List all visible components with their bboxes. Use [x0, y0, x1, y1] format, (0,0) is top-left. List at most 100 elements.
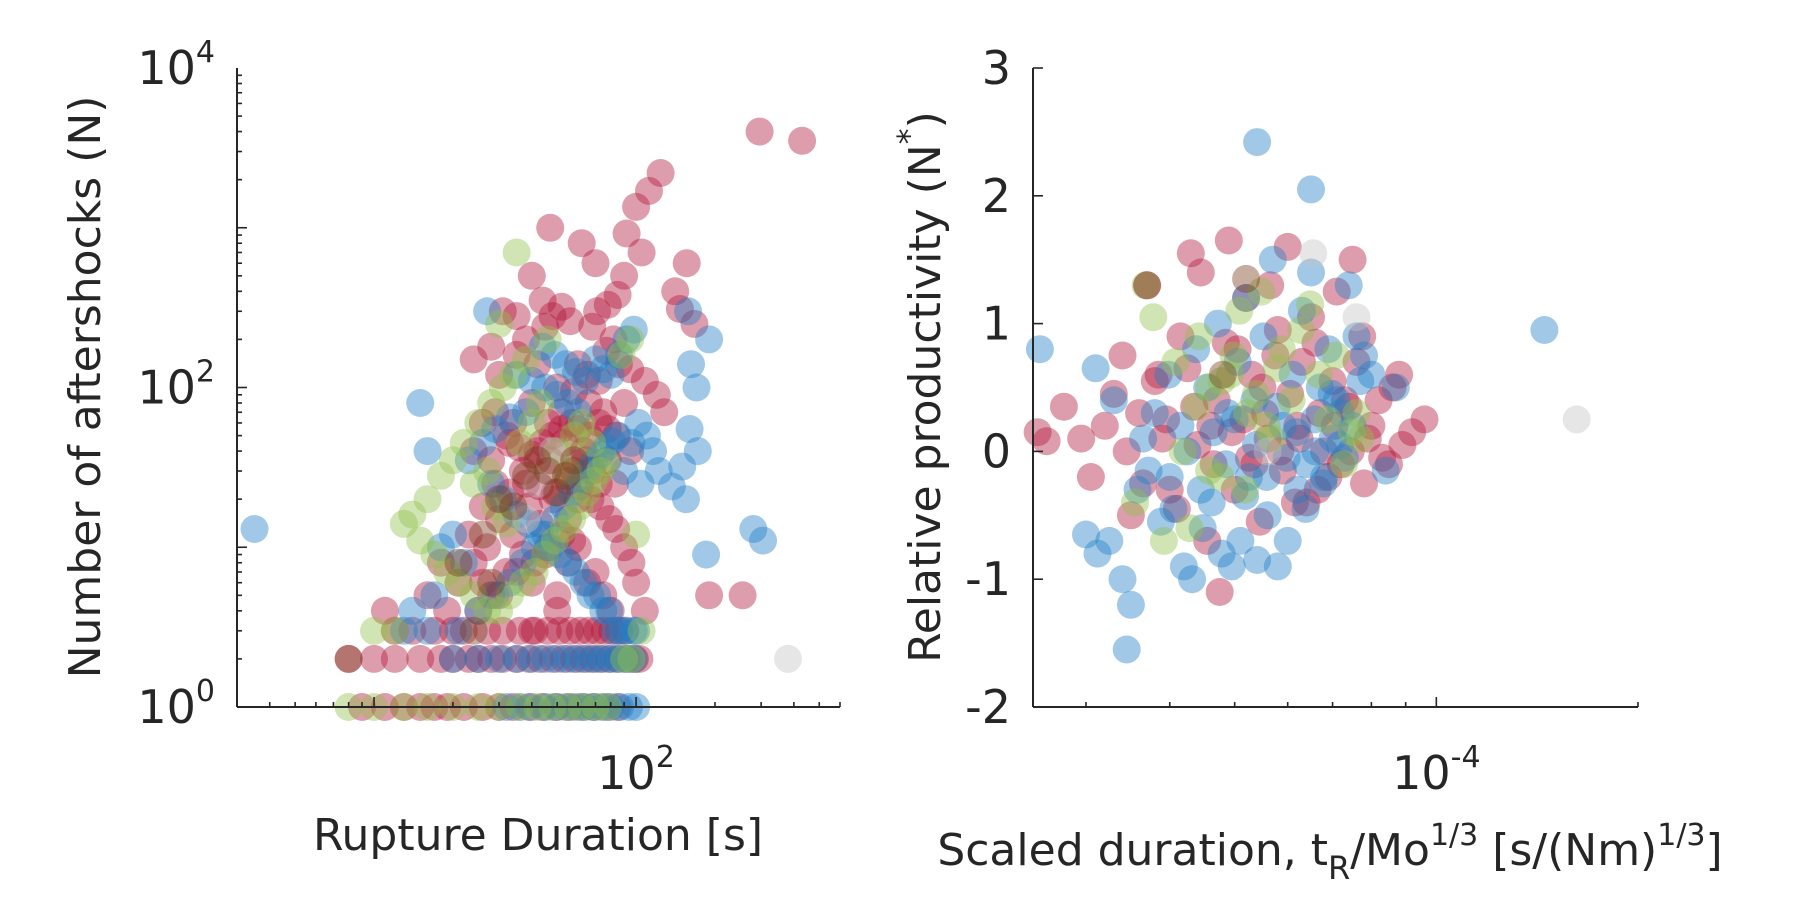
left-point-red: [528, 286, 557, 315]
left-point-blue: [611, 616, 640, 645]
right-point-blue: [1232, 284, 1261, 312]
left-point-blue: [477, 469, 506, 498]
left-point-red: [502, 644, 531, 673]
right-point-blue: [1322, 386, 1351, 415]
right-point-red: [1261, 341, 1290, 370]
right-point-red: [1322, 277, 1351, 306]
right-point-grey: [1299, 239, 1328, 268]
left-point-red: [581, 558, 610, 586]
right-point-blue: [1371, 456, 1400, 485]
left-point-red: [563, 485, 592, 514]
right-point-blue: [1268, 411, 1297, 440]
right-point-grey: [1253, 437, 1282, 466]
right-point-red: [1205, 578, 1234, 606]
right-point-blue: [1287, 296, 1316, 325]
left-point-red: [583, 616, 612, 645]
left-point-green: [586, 457, 615, 485]
right-point-blue: [1350, 341, 1378, 370]
left-point-red: [360, 644, 388, 673]
right-point-green: [1242, 379, 1270, 408]
left-point-red: [514, 492, 543, 521]
right-point-red: [1129, 469, 1158, 498]
right-point-blue: [1346, 367, 1375, 396]
left-point-red: [492, 558, 521, 586]
left-point-red: [560, 644, 589, 673]
left-point-red: [610, 389, 639, 417]
right-point-red: [1183, 431, 1212, 459]
right-point-red: [1301, 328, 1330, 357]
right-point-red: [1186, 258, 1215, 287]
right-point-red: [1251, 399, 1279, 428]
left-point-red: [672, 249, 701, 278]
left-point-blue: [624, 408, 653, 437]
left-point-red: [576, 485, 605, 514]
right-y-tick-label: 1: [982, 297, 1011, 351]
left-point-blue: [528, 332, 557, 361]
left-point-green: [459, 469, 488, 498]
left-point-blue: [481, 415, 510, 443]
right-point-red: [1196, 411, 1225, 440]
left-point-blue: [549, 492, 578, 521]
left-point-red: [517, 261, 546, 290]
left-point-red: [622, 568, 651, 597]
left-y-tick-label: 104: [137, 35, 215, 95]
right-point-green: [1287, 316, 1315, 344]
right-point-blue: [1272, 443, 1301, 472]
right-point-blue: [1169, 552, 1198, 581]
right-point-green: [1139, 303, 1168, 332]
left-point-blue: [438, 644, 467, 673]
left-point-red: [481, 398, 510, 427]
right-point-blue: [1240, 386, 1269, 415]
left-point-blue: [413, 616, 442, 645]
left-point-green: [531, 540, 560, 569]
right-point-green: [1206, 463, 1235, 491]
left-point-blue: [589, 596, 618, 625]
left-point-red: [630, 366, 659, 395]
right-point-blue: [1203, 309, 1232, 338]
left-point-blue: [508, 548, 537, 577]
right-point-green: [1313, 405, 1342, 434]
right-point-red: [1223, 335, 1252, 364]
right-point-red: [1148, 424, 1177, 453]
left-point-blue: [517, 366, 546, 395]
left-point-red: [398, 616, 427, 645]
right-point-blue: [1252, 463, 1281, 491]
left-point-blue: [502, 500, 531, 529]
left-point-blue: [589, 355, 618, 384]
right-point-red: [1023, 418, 1052, 447]
left-point-green: [398, 500, 427, 529]
right-point-red: [1305, 399, 1334, 428]
left-point-grey: [774, 644, 802, 673]
left-point-red: [538, 421, 567, 450]
left-point-blue: [552, 350, 580, 379]
left-point-brown: [543, 478, 572, 507]
right-point-red: [1357, 411, 1386, 440]
right-point-red: [1116, 501, 1145, 530]
left-point-red: [520, 616, 549, 645]
right-point-blue: [1134, 456, 1163, 485]
right-point-grey: [1342, 303, 1371, 332]
left-point-red: [433, 596, 462, 625]
left-point-red: [586, 492, 615, 521]
left-point-blue: [512, 398, 540, 427]
left-point-green: [473, 457, 502, 485]
left-point-blue: [514, 509, 543, 538]
left-point-blue: [389, 616, 418, 645]
right-point-blue: [1291, 494, 1320, 523]
left-point-blue: [668, 452, 697, 481]
left-point-blue: [616, 644, 645, 673]
left-point-blue: [657, 472, 686, 501]
left-point-blue: [464, 644, 493, 673]
right-point-blue: [1182, 335, 1211, 364]
left-point-red: [488, 616, 517, 645]
right-y-tick-label: -2: [965, 680, 1011, 734]
left-point-red: [547, 520, 576, 549]
left-point-red: [543, 581, 572, 610]
right-point-red: [1353, 424, 1382, 453]
left-point-green: [567, 408, 596, 437]
left-point-blue: [592, 433, 621, 462]
left-point-red: [420, 616, 449, 645]
left-point-blue: [540, 340, 569, 369]
right-point-blue: [1326, 399, 1355, 428]
left-point-red: [584, 408, 613, 437]
